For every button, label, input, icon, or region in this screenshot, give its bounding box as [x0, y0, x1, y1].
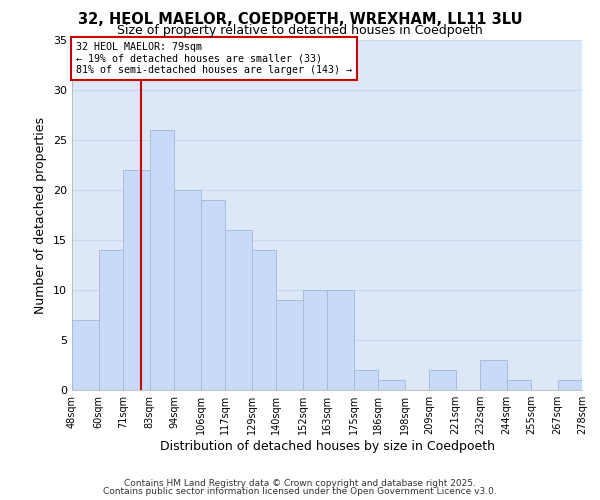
Bar — [174, 190, 200, 390]
Text: Contains public sector information licensed under the Open Government Licence v3: Contains public sector information licen… — [103, 487, 497, 496]
Bar — [353, 370, 378, 390]
Y-axis label: Number of detached properties: Number of detached properties — [34, 116, 47, 314]
Bar — [429, 370, 455, 390]
Text: 32, HEOL MAELOR, COEDPOETH, WREXHAM, LL11 3LU: 32, HEOL MAELOR, COEDPOETH, WREXHAM, LL1… — [77, 12, 523, 28]
Bar — [123, 170, 149, 390]
Text: 32 HEOL MAELOR: 79sqm
← 19% of detached houses are smaller (33)
81% of semi-deta: 32 HEOL MAELOR: 79sqm ← 19% of detached … — [76, 42, 352, 75]
Bar — [480, 360, 506, 390]
Bar — [276, 300, 302, 390]
Text: Contains HM Land Registry data © Crown copyright and database right 2025.: Contains HM Land Registry data © Crown c… — [124, 478, 476, 488]
Bar — [506, 380, 531, 390]
Bar — [251, 250, 276, 390]
Bar — [302, 290, 327, 390]
Bar — [200, 200, 225, 390]
Text: Size of property relative to detached houses in Coedpoeth: Size of property relative to detached ho… — [117, 24, 483, 37]
Bar — [149, 130, 174, 390]
Bar — [72, 320, 98, 390]
Bar — [98, 250, 123, 390]
Bar — [557, 380, 582, 390]
Bar — [327, 290, 353, 390]
Bar — [378, 380, 404, 390]
Bar — [225, 230, 251, 390]
X-axis label: Distribution of detached houses by size in Coedpoeth: Distribution of detached houses by size … — [160, 440, 494, 453]
